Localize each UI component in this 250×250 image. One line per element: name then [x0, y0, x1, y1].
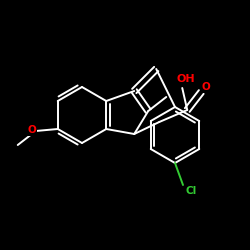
- Text: Cl: Cl: [186, 186, 196, 196]
- Text: O: O: [202, 82, 210, 92]
- Text: OH: OH: [177, 74, 196, 84]
- Text: O: O: [28, 125, 36, 135]
